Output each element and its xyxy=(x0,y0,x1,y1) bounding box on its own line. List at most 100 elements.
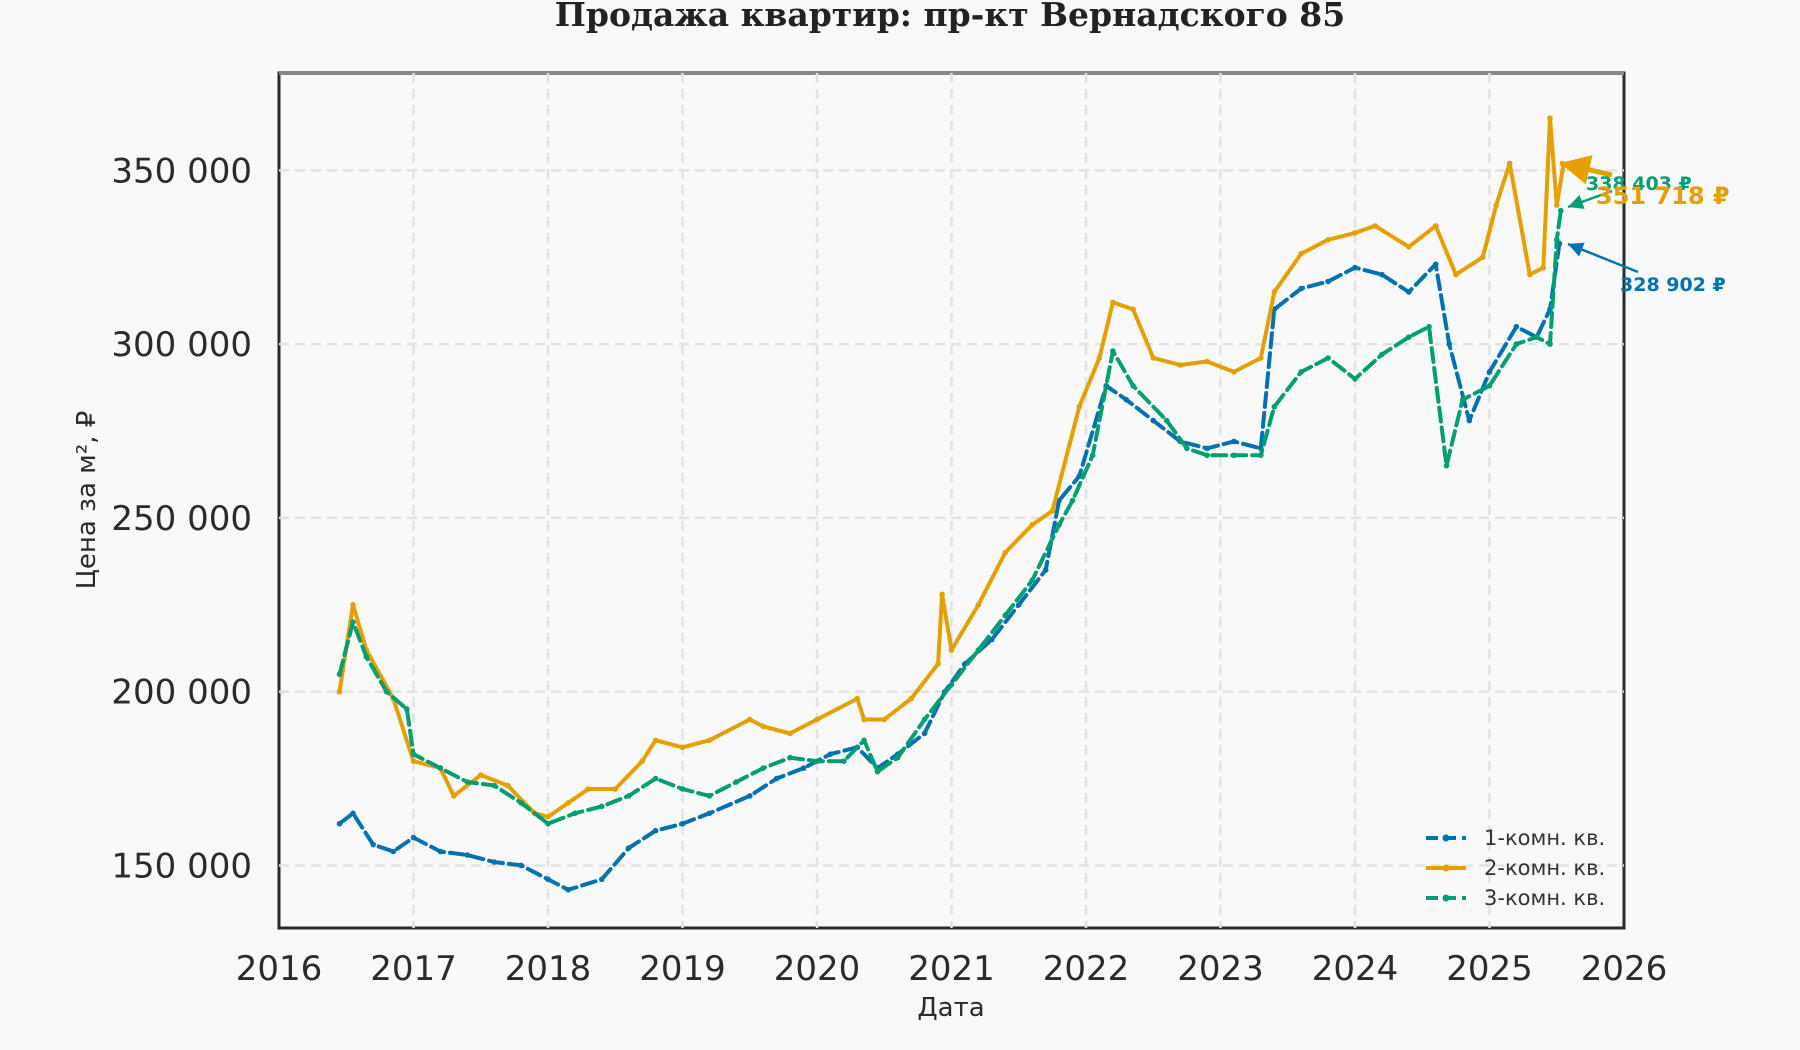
legend-item-1room: 1-комн. кв. xyxy=(1426,826,1605,850)
data-point xyxy=(1163,417,1170,424)
legend-label-1room: 1-комн. кв. xyxy=(1484,826,1605,850)
data-point xyxy=(948,681,955,688)
data-point xyxy=(706,793,713,799)
data-point xyxy=(1130,383,1136,389)
data-point xyxy=(1056,522,1062,528)
y-tick-label: 350 000 xyxy=(111,151,252,191)
data-point xyxy=(760,723,766,730)
data-point xyxy=(478,772,484,778)
data-point xyxy=(1204,445,1210,452)
data-point xyxy=(881,716,888,723)
x-tick-label: 2026 xyxy=(1581,949,1668,989)
data-point xyxy=(585,786,592,792)
data-point xyxy=(336,671,343,678)
data-point xyxy=(1298,369,1304,375)
data-point xyxy=(1056,497,1062,504)
data-point xyxy=(1049,508,1056,514)
data-point xyxy=(410,758,417,764)
data-point xyxy=(1513,341,1520,347)
data-point xyxy=(336,688,343,695)
data-point xyxy=(861,737,867,744)
data-point xyxy=(1002,612,1009,618)
data-point xyxy=(451,793,457,799)
data-point xyxy=(1184,445,1190,452)
data-point xyxy=(1029,577,1035,584)
y-tick-label: 300 000 xyxy=(111,325,252,365)
data-point xyxy=(1029,522,1035,528)
data-point xyxy=(572,810,578,817)
axis-ticks: 2016 2017 2018 2019 2020 2021 2022 2023 2024 2025… xyxy=(111,151,1667,989)
data-point xyxy=(504,782,511,789)
data-point xyxy=(1459,396,1466,403)
data-point xyxy=(464,779,471,785)
data-point xyxy=(518,800,524,806)
x-tick-label: 2024 xyxy=(1312,949,1399,989)
data-point xyxy=(363,654,370,660)
annotation-arrow-2room xyxy=(1559,155,1613,185)
data-point xyxy=(747,716,753,723)
data-point xyxy=(1466,417,1473,424)
x-axis-label: Дата xyxy=(917,993,984,1023)
series-line-2room xyxy=(337,116,1566,819)
data-point xyxy=(1406,334,1412,340)
x-tick-label: 2019 xyxy=(639,949,726,989)
x-tick-label: 2023 xyxy=(1177,949,1264,989)
data-point xyxy=(841,758,847,764)
data-point xyxy=(1453,271,1459,278)
data-point xyxy=(1231,369,1237,375)
data-point xyxy=(1258,452,1264,459)
data-point xyxy=(1069,497,1076,504)
data-point xyxy=(1432,223,1439,229)
data-point xyxy=(625,793,632,799)
y-axis-label: Цена за м², ₽ xyxy=(72,411,102,590)
grid xyxy=(279,73,1624,928)
data-point xyxy=(1231,452,1237,459)
x-tick-label: 2025 xyxy=(1446,949,1533,989)
data-point xyxy=(639,758,645,764)
x-tick-label: 2018 xyxy=(505,949,592,989)
data-point xyxy=(1432,261,1439,268)
y-tick-label: 250 000 xyxy=(111,499,252,539)
data-point xyxy=(437,848,444,855)
annotation-arrow-3room xyxy=(1567,189,1613,209)
data-point xyxy=(1325,355,1331,361)
data-point xyxy=(652,827,659,834)
data-point xyxy=(706,810,713,817)
data-point xyxy=(975,647,982,653)
data-point xyxy=(1096,355,1103,361)
data-point xyxy=(1271,289,1278,295)
annotation-arrow-1room xyxy=(1567,242,1639,274)
data-point xyxy=(1513,323,1520,330)
data-point xyxy=(518,862,524,869)
data-point xyxy=(679,820,686,827)
data-point xyxy=(773,775,780,782)
data-point xyxy=(1352,376,1358,382)
series-lines xyxy=(336,115,1567,893)
data-point xyxy=(1076,403,1083,410)
data-point xyxy=(814,716,820,723)
data-point xyxy=(545,876,551,883)
data-point xyxy=(1150,355,1157,361)
data-point xyxy=(1325,237,1331,243)
data-point xyxy=(861,716,867,723)
annotation-3room: 338 403 ₽ xyxy=(1586,173,1692,195)
data-point xyxy=(1076,473,1083,480)
data-point xyxy=(921,730,928,737)
data-point xyxy=(625,845,632,851)
data-point xyxy=(1506,160,1513,167)
annotation-2room: 351 718 ₽ xyxy=(1596,182,1730,210)
x-tick-label: 2020 xyxy=(774,949,861,989)
data-point xyxy=(599,876,605,883)
data-point xyxy=(1554,202,1560,208)
data-point xyxy=(733,779,740,785)
data-point xyxy=(410,751,417,757)
data-point xyxy=(599,803,605,810)
data-point xyxy=(894,754,901,761)
data-point xyxy=(1110,348,1116,354)
data-point xyxy=(1298,250,1304,257)
x-tick-label: 2022 xyxy=(1043,949,1130,989)
data-point xyxy=(1352,264,1358,271)
data-point xyxy=(565,800,571,806)
